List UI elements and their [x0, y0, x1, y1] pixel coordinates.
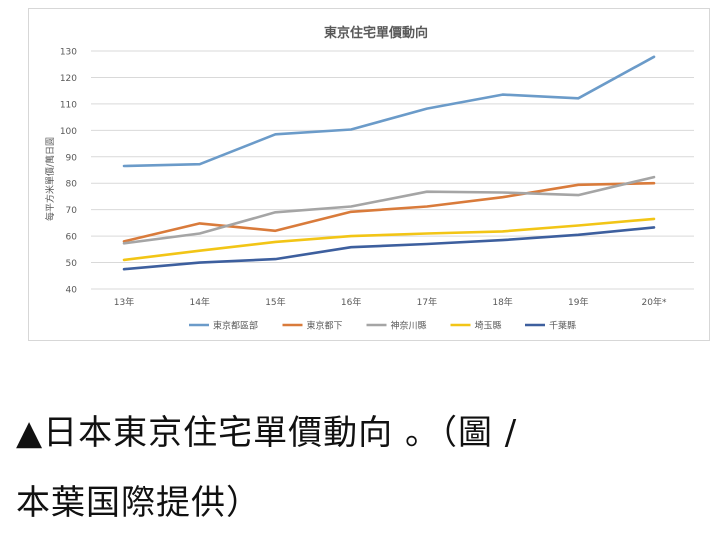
figure-caption: ▲日本東京住宅單價動向 。（圖 / 本葉国際提供）: [16, 398, 712, 538]
y-tick-label: 80: [66, 180, 78, 190]
x-tick-label: 17年: [417, 296, 437, 308]
x-tick-label: 13年: [114, 296, 134, 308]
series-line-3: [122, 217, 656, 262]
legend-item-0: 東京都區部: [189, 320, 258, 332]
y-tick-labels: 40 50 60 70 80 90 100 110 120 130: [60, 48, 77, 296]
series-line-1: [122, 181, 656, 243]
legend-label: 東京都下: [307, 320, 343, 332]
line-chart: 東京住宅單價動向 40 50 60 70 80 90 100 110 120 130 13年 14年…: [44, 25, 694, 332]
legend-label: 千葉縣: [549, 320, 576, 332]
caption-line-2: 本葉国際提供）: [16, 483, 261, 523]
y-tick-label: 100: [60, 127, 77, 137]
y-tick-label: 120: [60, 74, 77, 84]
y-tick-label: 70: [66, 206, 78, 216]
y-tick-label: 90: [66, 153, 78, 163]
x-tick-label: 20年*: [642, 296, 667, 308]
y-axis-label: 每平方米單價/萬日圓: [44, 137, 56, 221]
y-tick-label: 50: [66, 259, 78, 269]
y-tick-label: 130: [60, 48, 77, 58]
x-tick-label: 15年: [265, 296, 285, 308]
legend-item-3: 埼玉縣: [450, 320, 502, 332]
legend-item-1: 東京都下: [282, 320, 343, 332]
y-tick-label: 60: [66, 233, 78, 243]
x-tick-label: 18年: [492, 296, 512, 308]
x-tick-label: 16年: [341, 296, 361, 308]
legend: 東京都區部 東京都下 神奈川縣 埼玉縣 千葉縣: [189, 320, 576, 332]
caption-line-1: ▲日本東京住宅單價動向 。（圖 /: [16, 413, 518, 453]
y-tick-label: 40: [66, 286, 78, 296]
legend-label: 埼玉縣: [475, 320, 502, 332]
series-lines: [122, 55, 656, 271]
legend-item-4: 千葉縣: [525, 320, 576, 332]
legend-label: 東京都區部: [213, 320, 258, 332]
legend-item-2: 神奈川縣: [366, 320, 427, 332]
x-tick-label: 14年: [189, 296, 209, 308]
x-tick-label: 19年: [568, 296, 588, 308]
y-tick-label: 110: [60, 100, 77, 110]
series-line-4: [122, 226, 656, 271]
series-line-2: [122, 175, 656, 245]
chart-container: 東京住宅單價動向 40 50 60 70 80 90 100 110 120 130 13年 14年…: [28, 8, 710, 341]
series-line-0: [122, 55, 656, 168]
legend-label: 神奈川縣: [391, 320, 427, 332]
x-tick-labels: 13年 14年 15年 16年 17年 18年 19年 20年*: [114, 296, 667, 308]
chart-title: 東京住宅單價動向: [324, 25, 428, 41]
